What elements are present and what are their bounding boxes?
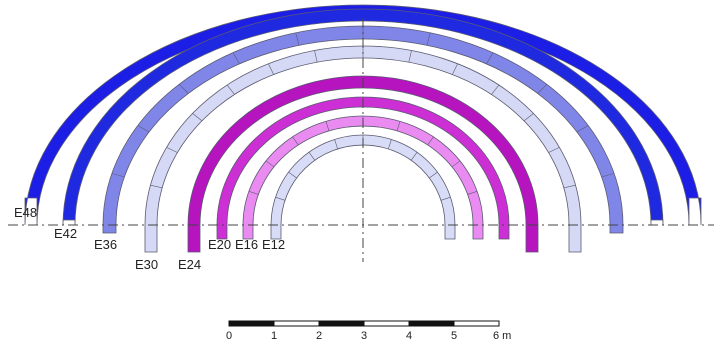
arch-joint bbox=[288, 171, 297, 179]
arch-joint bbox=[111, 173, 125, 178]
arch-joint bbox=[308, 152, 316, 161]
scale-segment-4 bbox=[408, 320, 455, 327]
arch-joint bbox=[576, 125, 589, 133]
arch-e24 bbox=[187, 75, 539, 253]
scale-tick-2: 2 bbox=[316, 330, 322, 342]
scale-tick-5: 5 bbox=[451, 330, 457, 342]
arch-e36 bbox=[102, 25, 624, 234]
scale-segment-2 bbox=[318, 320, 365, 327]
scale-tick-3: 3 bbox=[361, 330, 367, 342]
arch-joint bbox=[491, 84, 500, 95]
arch-joint bbox=[268, 63, 274, 75]
arch-label-e12: E12 bbox=[262, 237, 285, 252]
arch-joint bbox=[601, 173, 615, 178]
arch-label-e36: E36 bbox=[94, 237, 117, 252]
scale-tick-4: 4 bbox=[406, 330, 412, 342]
arch-group bbox=[24, 4, 702, 253]
arch-e42 bbox=[62, 8, 664, 226]
arch-joint bbox=[396, 121, 401, 131]
arch-joint bbox=[226, 84, 235, 95]
scale-tick-6: 6 m bbox=[493, 330, 511, 342]
arch-joint bbox=[334, 139, 338, 150]
scale-segment-1 bbox=[273, 320, 320, 327]
arch-label-e30: E30 bbox=[135, 257, 158, 272]
arch-e12 bbox=[270, 134, 456, 240]
arch-joint bbox=[275, 196, 286, 201]
scale-tick-1: 1 bbox=[271, 330, 277, 342]
scale-segment-5 bbox=[453, 320, 500, 327]
arch-joint bbox=[467, 191, 478, 195]
arch-joint bbox=[486, 52, 494, 65]
arch-joint bbox=[523, 113, 534, 122]
arch-joint bbox=[314, 50, 318, 63]
arch-joint bbox=[292, 136, 299, 146]
arch-joint bbox=[137, 125, 150, 133]
arch-joint bbox=[440, 196, 451, 201]
scale-bar: 0 1 2 3 4 5 6 m bbox=[226, 320, 511, 342]
arch-joint bbox=[265, 160, 275, 168]
arch-label-e48: E48 bbox=[14, 205, 37, 220]
arch-e16 bbox=[242, 115, 484, 240]
scale-segment-0 bbox=[228, 320, 275, 327]
arch-joint bbox=[325, 121, 330, 131]
arch-joint bbox=[388, 139, 392, 150]
scale-tick-0: 0 bbox=[226, 330, 232, 342]
arch-joint bbox=[192, 113, 203, 122]
arch-joint bbox=[452, 63, 458, 75]
arch-joint bbox=[563, 184, 576, 189]
arch-joint bbox=[150, 184, 163, 189]
arch-joint bbox=[537, 84, 548, 94]
arch-joint bbox=[232, 52, 240, 65]
arch-joint bbox=[427, 136, 434, 146]
arch-joint bbox=[548, 147, 560, 153]
arch-label-e42: E42 bbox=[54, 226, 77, 241]
arch-joint bbox=[178, 84, 189, 94]
arch-joint bbox=[426, 32, 431, 46]
arch-e20 bbox=[216, 96, 510, 240]
arch-e30 bbox=[144, 45, 582, 253]
arch-joint bbox=[408, 50, 412, 63]
arch-joint bbox=[295, 32, 300, 46]
scale-segment-3 bbox=[363, 320, 410, 327]
arch-joint bbox=[410, 152, 418, 161]
arch-joint bbox=[451, 160, 461, 168]
arch-joint bbox=[166, 147, 178, 153]
arch-joint bbox=[248, 191, 259, 195]
arch-label-e20: E20 bbox=[208, 237, 231, 252]
arch-label-e16: E16 bbox=[235, 237, 258, 252]
arch-label-e24: E24 bbox=[178, 257, 201, 272]
arch-joint bbox=[429, 171, 438, 179]
